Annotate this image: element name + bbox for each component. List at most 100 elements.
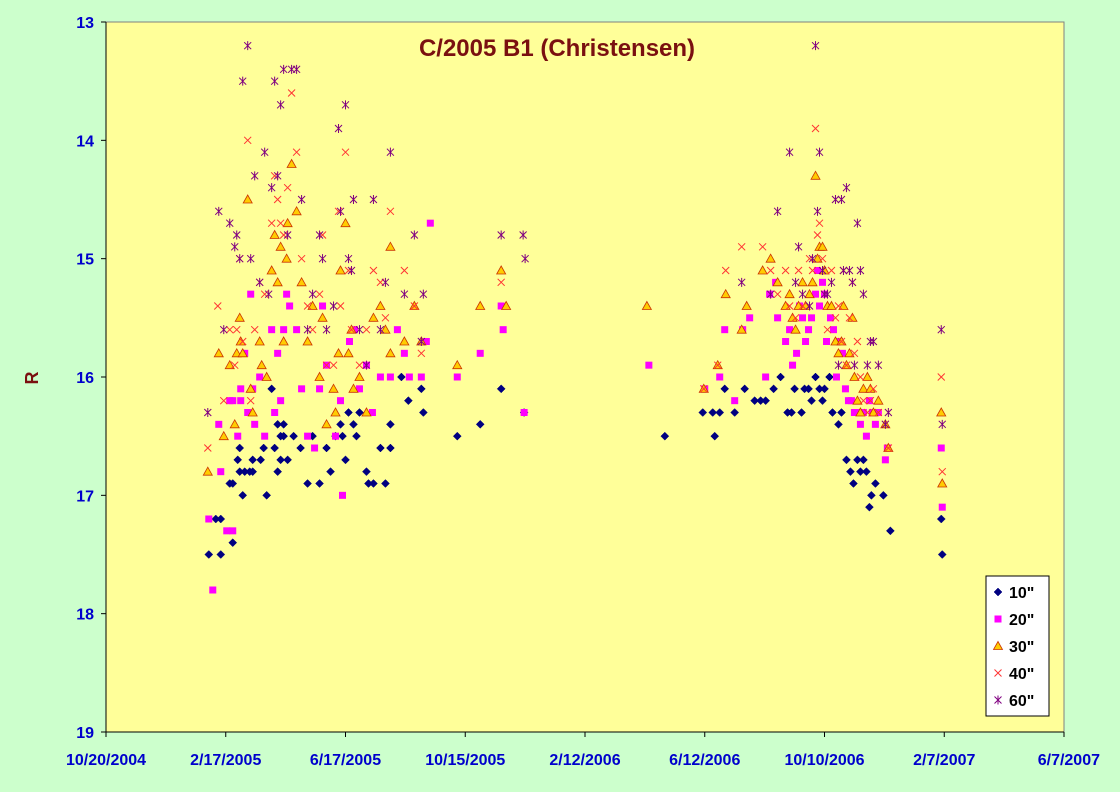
data-point [219,396,228,405]
data-point [381,479,390,488]
data-point [871,479,880,488]
data-point [283,455,292,465]
data-point [720,384,730,394]
y-tick-label: 16 [76,370,94,387]
data-point [385,241,396,251]
data-point [710,431,720,441]
data-point [936,514,946,524]
data-point [326,467,335,477]
legend-marker [994,695,1002,705]
data-point [853,337,862,346]
data-point [319,302,327,310]
data-point [837,195,846,204]
data-point [937,550,947,559]
data-point [376,443,385,453]
data-point [826,314,834,322]
data-point [849,371,860,381]
data-point [826,300,837,310]
data-point [336,419,345,429]
data-point [341,148,350,157]
data-point [856,420,864,428]
data-point [721,326,729,334]
data-point [936,407,947,417]
data-point [834,360,843,370]
data-point [355,408,364,417]
data-point [499,326,507,334]
data-point [453,373,461,381]
data-point [404,396,413,406]
data-point [339,491,347,499]
data-point [283,230,292,240]
data-point [740,384,750,394]
data-point [361,407,372,417]
data-point [248,467,258,477]
data-point [791,277,800,287]
data-point [805,326,813,334]
data-point [302,336,313,346]
data-point [842,361,851,370]
x-tick-label: 2/17/2005 [190,752,261,769]
data-point [303,302,312,310]
data-point [289,431,298,441]
data-point [369,195,378,204]
data-point [869,384,878,393]
data-point [938,467,947,476]
data-point [500,300,512,310]
data-point [232,325,241,334]
data-point [273,419,282,429]
legend-label: 40" [1009,666,1034,683]
legend-marker [994,669,1002,677]
data-point [782,338,790,345]
x-tick-label: 10/10/2006 [784,752,864,769]
data-point [713,361,722,370]
data-point [496,384,506,394]
data-point [862,371,873,381]
data-point [347,325,356,334]
data-point [786,326,794,334]
data-point [343,348,354,358]
data-point [845,266,854,275]
data-point [811,124,820,133]
data-point [335,265,346,275]
data-point [741,300,752,310]
data-point [841,385,849,393]
data-point [362,325,371,334]
data-points [202,41,948,594]
data-point [850,360,859,370]
data-point [773,290,782,299]
data-point [410,230,419,240]
data-point [216,514,226,524]
data-point [228,479,238,488]
data-point [344,408,353,417]
data-point [219,325,228,335]
data-point [794,266,803,275]
data-point [223,527,231,535]
data-point [277,397,285,405]
data-point [798,302,807,310]
data-point [261,371,272,381]
data-point [317,312,328,322]
data-point [275,241,286,251]
data-point [758,242,767,251]
data-point [839,266,848,275]
data-point [720,288,731,299]
data-point [808,314,816,322]
data-point [266,265,277,275]
data-point [348,383,359,393]
data-point [884,408,893,417]
data-point [937,444,945,452]
data-point [296,443,305,453]
data-point [818,266,827,275]
data-point [243,136,252,145]
data-point [765,253,776,263]
data-point [386,419,395,429]
data-point [452,359,463,370]
data-point [203,444,212,452]
data-point [766,290,774,298]
data-point [286,158,297,168]
data-point [805,301,814,311]
data-point [322,443,331,453]
y-axis: 13 14 15 16 17 18 19 [76,15,107,742]
data-point [354,371,365,381]
data-point [867,490,876,500]
